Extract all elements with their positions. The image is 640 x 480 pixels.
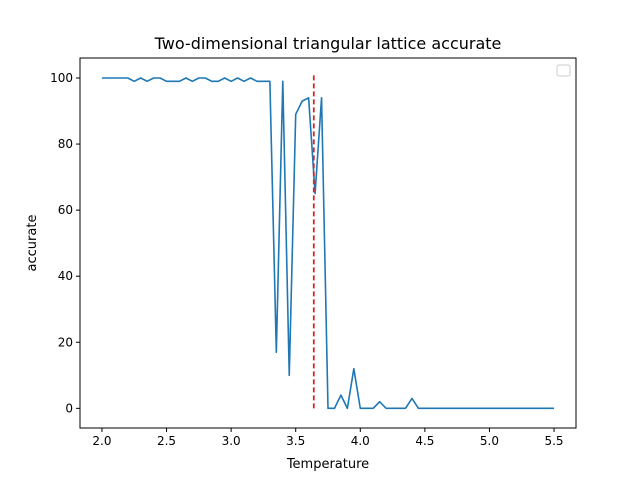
x-axis: 2.0 2.5 3.0 3.5 4.0 4.5 5.0 5.5 bbox=[92, 428, 564, 448]
y-tick-label: 100 bbox=[50, 71, 73, 85]
y-axis: 0 20 40 60 80 100 bbox=[50, 71, 80, 415]
y-tick-label: 0 bbox=[65, 401, 73, 415]
chart-title: Two-dimensional triangular lattice accur… bbox=[154, 34, 502, 53]
y-tick-label: 40 bbox=[58, 269, 73, 283]
x-tick-label: 3.5 bbox=[286, 434, 305, 448]
legend-box bbox=[556, 64, 571, 77]
x-tick-label: 4.0 bbox=[351, 434, 370, 448]
series-line-0 bbox=[101, 77, 555, 410]
y-axis-label: accurate bbox=[25, 215, 40, 272]
y-tick-label: 20 bbox=[58, 335, 73, 349]
x-tick-label: 2.0 bbox=[92, 434, 111, 448]
x-tick-label: 3.0 bbox=[222, 434, 241, 448]
plot-frame bbox=[79, 57, 577, 429]
x-tick-label: 5.5 bbox=[544, 434, 563, 448]
y-tick-label: 80 bbox=[58, 137, 73, 151]
y-tick-label: 60 bbox=[58, 203, 73, 217]
x-axis-label: Temperature bbox=[286, 457, 369, 472]
x-tick-label: 5.0 bbox=[480, 434, 499, 448]
x-tick-label: 4.5 bbox=[415, 434, 434, 448]
data-layer bbox=[101, 77, 555, 410]
x-tick-label: 2.5 bbox=[157, 434, 176, 448]
plot-area bbox=[80, 58, 576, 428]
